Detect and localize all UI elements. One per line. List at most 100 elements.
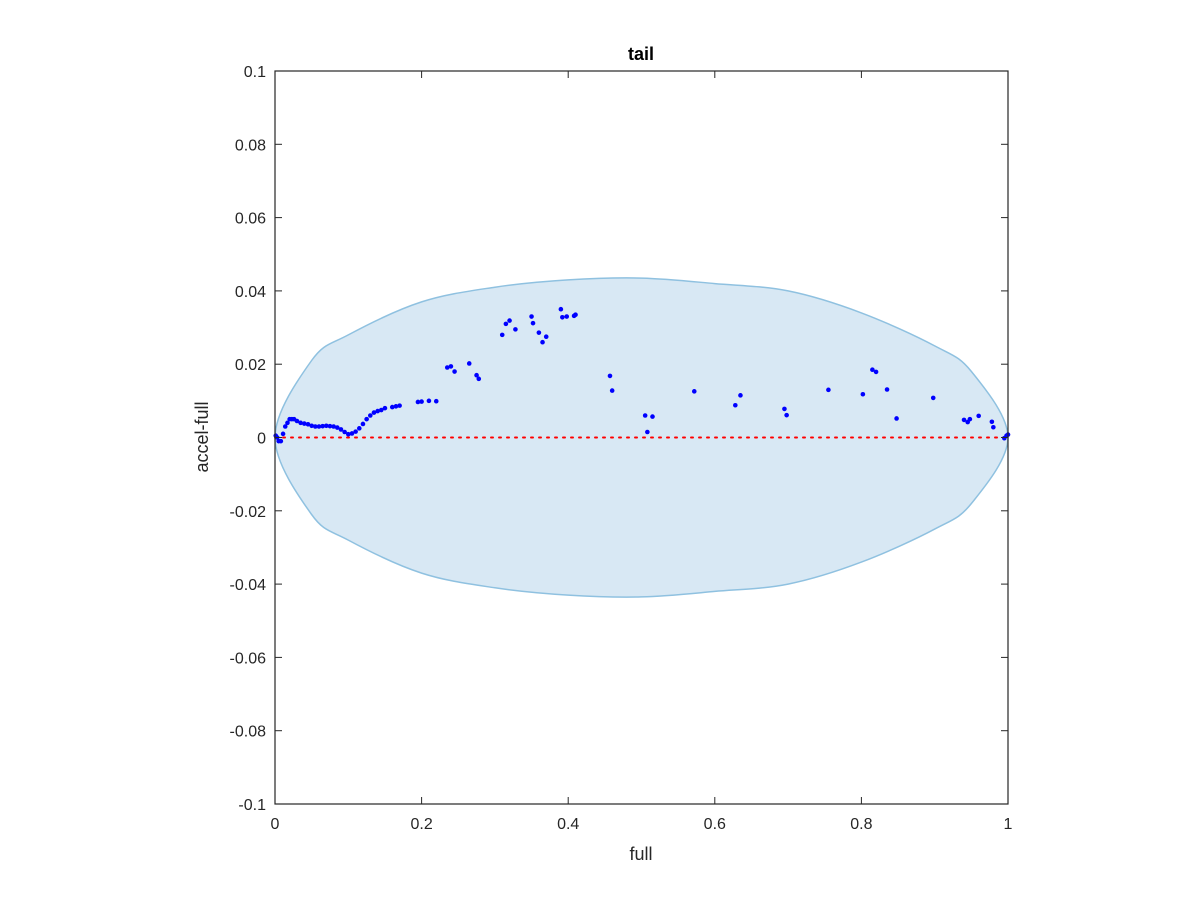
- data-point: [991, 424, 996, 430]
- data-point: [280, 431, 286, 437]
- data-point: [426, 398, 432, 404]
- data-point: [419, 399, 424, 404]
- data-point: [382, 405, 388, 411]
- y-ticks-layer: 0.1 0.08 0.06 0.04 0.02 0 -0.02 -0.04 -0.06 -0.08…: [230, 64, 1008, 814]
- data-point: [335, 425, 340, 430]
- data-point: [967, 416, 973, 422]
- data-point: [733, 402, 738, 408]
- data-point: [536, 330, 542, 335]
- data-point: [309, 423, 314, 429]
- chart-title: tail: [628, 44, 654, 64]
- data-point: [989, 419, 995, 425]
- data-point: [738, 393, 743, 398]
- data-point: [324, 423, 329, 429]
- data-point: [285, 420, 290, 426]
- data-point: [346, 431, 351, 437]
- data-point: [691, 389, 697, 394]
- data-point: [784, 412, 789, 418]
- data-point: [961, 417, 967, 423]
- data-point: [338, 427, 344, 432]
- data-point: [474, 372, 479, 378]
- y-tick-label: -0.04: [230, 577, 267, 594]
- x-tick-label: 0: [271, 816, 280, 833]
- data-point: [607, 373, 613, 379]
- y-tick-label: 0.04: [235, 284, 266, 301]
- data-point: [503, 321, 509, 327]
- data-point: [530, 320, 536, 326]
- data-point: [353, 429, 358, 434]
- data-point: [507, 318, 512, 323]
- y-tick-label: 0.02: [235, 357, 266, 374]
- data-point: [873, 369, 879, 375]
- data-point: [397, 403, 402, 408]
- data-point: [282, 424, 288, 429]
- data-point: [560, 314, 565, 320]
- data-point: [543, 334, 549, 340]
- data-point: [476, 376, 482, 382]
- data-point: [305, 422, 311, 427]
- data-point: [313, 424, 318, 429]
- data-point: [316, 424, 322, 429]
- x-ticks-layer: 0 0.2 0.4 0.6 0.8 1: [271, 71, 1013, 833]
- data-point: [415, 399, 421, 405]
- data-point: [444, 365, 450, 370]
- data-point: [870, 367, 875, 372]
- y-tick-label: 0.1: [244, 64, 266, 81]
- data-point: [540, 339, 545, 345]
- data-point: [320, 423, 325, 429]
- data-point: [360, 421, 366, 427]
- data-point: [826, 387, 831, 393]
- data-point: [894, 416, 899, 421]
- data-point: [609, 388, 615, 393]
- x-axis-label: full: [629, 844, 652, 864]
- data-point: [645, 429, 650, 435]
- data-point: [976, 413, 981, 419]
- x-tick-label: 0.2: [410, 816, 432, 833]
- data-point: [884, 387, 890, 392]
- data-point: [930, 395, 936, 401]
- data-point: [349, 431, 355, 436]
- data-point: [650, 414, 655, 419]
- y-tick-label: 0.06: [235, 211, 266, 228]
- data-point: [499, 332, 505, 338]
- data-point: [356, 426, 362, 431]
- data-point: [782, 406, 787, 412]
- data-point: [642, 413, 648, 418]
- y-tick-label: -0.06: [230, 650, 267, 667]
- data-point: [302, 421, 307, 426]
- data-point: [433, 398, 439, 404]
- data-point: [364, 416, 369, 422]
- y-tick-label: -0.02: [230, 504, 267, 521]
- data-point: [298, 420, 303, 426]
- y-tick-label: 0: [257, 431, 266, 448]
- x-tick-label: 0.4: [557, 816, 579, 833]
- data-point: [452, 369, 457, 374]
- x-tick-label: 0.6: [704, 816, 726, 833]
- y-tick-label: -0.1: [238, 797, 266, 814]
- data-point: [513, 327, 518, 332]
- data-point: [529, 314, 534, 319]
- data-point: [331, 424, 336, 429]
- data-point: [393, 404, 399, 409]
- data-point: [558, 306, 564, 312]
- x-tick-label: 0.8: [850, 816, 872, 833]
- data-point: [378, 407, 384, 413]
- data-point: [294, 418, 300, 424]
- data-point: [448, 364, 454, 369]
- data-point: [375, 408, 380, 414]
- data-point: [367, 413, 373, 418]
- data-point: [342, 429, 347, 435]
- data-point: [564, 314, 570, 319]
- data-point: [327, 423, 333, 429]
- y-tick-label: 0.08: [235, 137, 266, 154]
- data-point: [860, 391, 866, 397]
- y-tick-label: -0.08: [230, 724, 267, 741]
- data-point: [371, 410, 377, 415]
- data-point: [466, 361, 472, 366]
- data-point: [573, 312, 578, 318]
- data-point: [278, 438, 284, 444]
- data-point: [389, 404, 395, 410]
- x-tick-label: 1: [1004, 816, 1013, 833]
- y-axis-label: accel-full: [192, 401, 212, 472]
